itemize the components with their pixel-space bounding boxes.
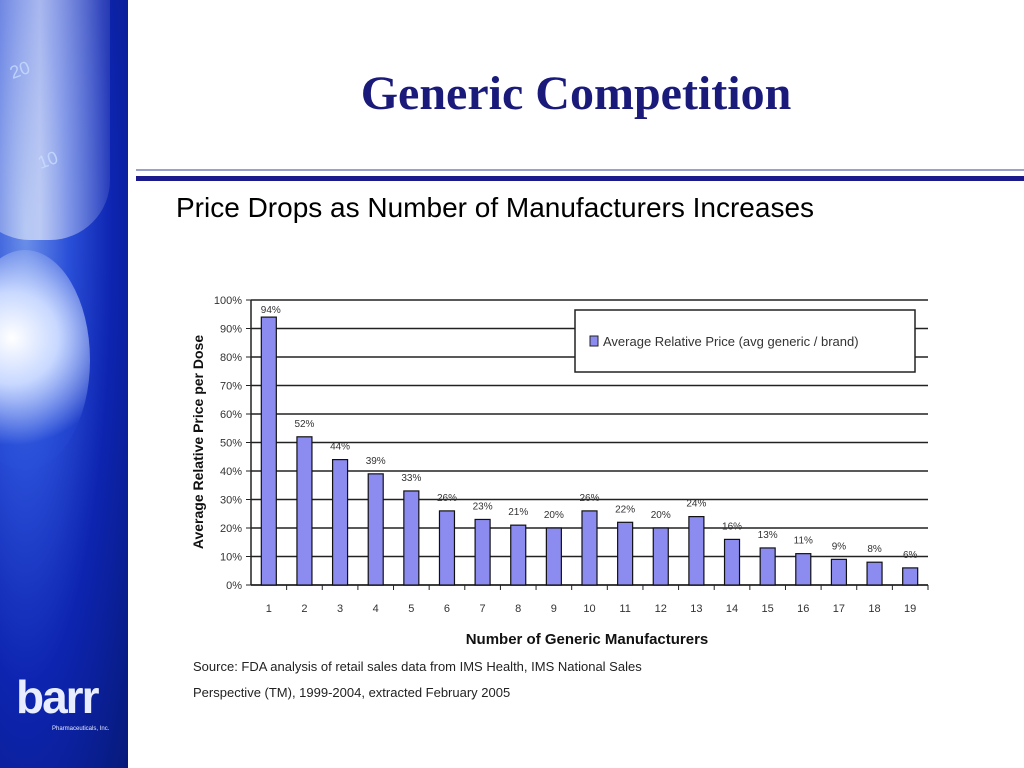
beaker-image bbox=[0, 0, 110, 240]
data-label: 6% bbox=[903, 550, 918, 561]
bar bbox=[331, 459, 349, 586]
x-tick-label: 12 bbox=[655, 603, 667, 615]
x-tick-label: 18 bbox=[868, 603, 880, 615]
bar bbox=[795, 553, 812, 586]
y-tick-label: 30% bbox=[220, 495, 242, 507]
bar bbox=[723, 538, 741, 586]
x-tick-label: 7 bbox=[480, 603, 486, 615]
y-tick-label: 10% bbox=[220, 552, 242, 564]
source-line-2: Perspective (TM), 1999-2004, extracted F… bbox=[193, 685, 510, 700]
y-tick-label: 90% bbox=[220, 324, 242, 336]
bar bbox=[866, 561, 883, 586]
x-tick-label: 2 bbox=[301, 603, 307, 615]
bar bbox=[759, 547, 776, 586]
x-tick-label: 17 bbox=[833, 603, 845, 615]
bar bbox=[438, 510, 456, 586]
legend-label: Average Relative Price (avg generic / br… bbox=[603, 334, 859, 349]
data-label: 33% bbox=[401, 473, 421, 484]
y-tick-label: 70% bbox=[220, 381, 242, 393]
data-label: 20% bbox=[544, 510, 564, 521]
slide-subtitle: Price Drops as Number of Manufacturers I… bbox=[176, 192, 815, 223]
x-tick-label: 16 bbox=[797, 603, 809, 615]
title-rule-thin bbox=[136, 169, 1024, 171]
data-label: 16% bbox=[722, 521, 742, 532]
title-rule-thick bbox=[136, 176, 1024, 181]
x-tick-label: 11 bbox=[619, 603, 630, 615]
flask-image bbox=[0, 250, 90, 470]
x-tick-label: 3 bbox=[337, 603, 343, 615]
bar bbox=[652, 527, 669, 586]
x-tick-label: 19 bbox=[904, 603, 916, 615]
data-label: 20% bbox=[651, 510, 671, 521]
data-label: 9% bbox=[832, 541, 847, 552]
barr-logo: barr Pharmaceuticals, Inc. bbox=[16, 671, 110, 732]
sidebar-lab-image: 20 10 barr Pharmaceuticals, Inc. bbox=[0, 0, 128, 768]
data-label: 94% bbox=[261, 305, 281, 316]
y-tick-label: 20% bbox=[220, 523, 242, 535]
bar bbox=[403, 490, 420, 586]
x-tick-label: 9 bbox=[551, 603, 557, 615]
x-tick-label: 14 bbox=[726, 603, 738, 615]
y-tick-label: 50% bbox=[220, 438, 242, 450]
y-tick-label: 0% bbox=[226, 580, 242, 592]
data-label: 26% bbox=[579, 493, 599, 504]
x-tick-label: 6 bbox=[444, 603, 450, 615]
x-tick-label: 4 bbox=[373, 603, 379, 615]
bar-chart: 0%10%20%30%40%50%60%70%80%90%100%1 2 3 4 5 6 7… bbox=[190, 295, 929, 700]
bar bbox=[367, 473, 384, 586]
x-tick-label: 1 bbox=[266, 603, 272, 615]
x-axis-label: Number of Generic Manufacturers bbox=[466, 631, 709, 648]
data-label: 39% bbox=[366, 456, 386, 467]
source-line-1: Source: FDA analysis of retail sales dat… bbox=[193, 659, 642, 674]
legend: Average Relative Price (avg generic / br… bbox=[574, 309, 916, 373]
y-tick-label: 100% bbox=[214, 295, 242, 307]
data-label: 23% bbox=[473, 501, 493, 512]
legend-swatch bbox=[589, 335, 599, 347]
data-label: 21% bbox=[508, 507, 528, 518]
data-label: 52% bbox=[294, 419, 314, 430]
data-label: 26% bbox=[437, 493, 457, 504]
x-tick-label: 13 bbox=[690, 603, 702, 615]
data-label: 8% bbox=[867, 544, 882, 555]
x-tick-label: 8 bbox=[515, 603, 521, 615]
bar bbox=[296, 436, 313, 586]
bar bbox=[581, 510, 598, 586]
data-label: 11% bbox=[794, 536, 813, 547]
bar bbox=[474, 518, 491, 586]
y-tick-label: 60% bbox=[220, 409, 242, 421]
data-label: 22% bbox=[615, 504, 635, 515]
bar bbox=[510, 524, 527, 586]
y-axis-label: Average Relative Price per Dose bbox=[190, 335, 206, 549]
bar bbox=[260, 316, 277, 586]
bar bbox=[902, 567, 919, 586]
x-tick-label: 10 bbox=[583, 603, 595, 615]
x-tick-label: 5 bbox=[408, 603, 414, 615]
bar bbox=[545, 527, 562, 586]
data-label: 24% bbox=[686, 499, 706, 510]
y-tick-label: 40% bbox=[220, 466, 242, 478]
x-tick-label: 15 bbox=[762, 603, 774, 615]
data-label: 44% bbox=[330, 442, 350, 453]
data-label: 13% bbox=[758, 530, 778, 541]
y-tick-label: 80% bbox=[220, 352, 242, 364]
bar bbox=[688, 516, 705, 586]
slide-title: Generic Competition bbox=[360, 67, 792, 120]
bar bbox=[830, 558, 848, 586]
bar bbox=[617, 521, 634, 586]
